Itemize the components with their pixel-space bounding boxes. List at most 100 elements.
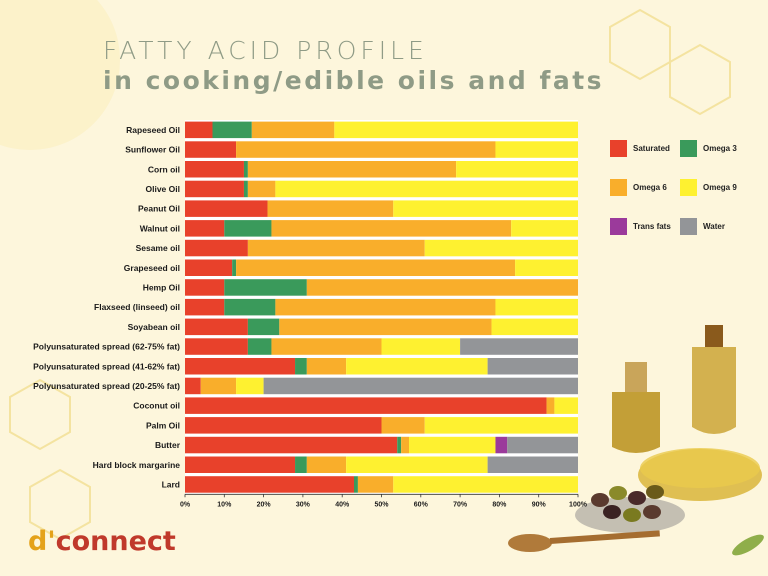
- bar-segment-saturated: [185, 200, 268, 217]
- brand-name: connect: [55, 526, 176, 557]
- bar-segment-omega-3: [224, 298, 276, 316]
- bar-segment-omega-6: [247, 161, 457, 178]
- x-tick-label: 80%: [492, 501, 507, 508]
- legend-label: Saturated: [633, 144, 670, 153]
- bar-segment-water: [487, 358, 578, 375]
- bar-segment-saturated: [185, 298, 225, 316]
- category-label: Sesame oil: [136, 243, 180, 253]
- bar-segment-omega-6: [306, 279, 578, 296]
- category-label: Grapeseed oil: [124, 263, 180, 273]
- category-label: Peanut Oil: [138, 204, 180, 214]
- bar-segment-omega-9: [495, 141, 578, 158]
- bar-segment-omega-6: [271, 338, 382, 355]
- legend-label: Omega 6: [633, 183, 667, 192]
- bar-segment-omega-9: [409, 436, 496, 454]
- legend-swatch: [610, 179, 627, 196]
- bar-segment-omega-6: [381, 417, 425, 434]
- bar-segment-saturated: [185, 259, 233, 276]
- x-tick-label: 70%: [453, 501, 468, 508]
- legend-item-trans-fats: Trans fats: [610, 218, 671, 235]
- bar-segment-omega-6: [200, 377, 237, 395]
- bar-segment-water: [507, 436, 578, 454]
- bar-segment-omega-3: [243, 161, 248, 178]
- bar-segment-omega-9: [393, 200, 578, 217]
- bar-segment-omega-9: [393, 476, 578, 493]
- bar-segment-omega-9: [346, 358, 488, 375]
- bar-segment-saturated: [185, 161, 244, 178]
- category-label: Corn oil: [148, 164, 180, 174]
- bar-segment-omega-9: [334, 121, 578, 139]
- legend-swatch: [610, 218, 627, 235]
- category-label: Olive Oil: [146, 184, 181, 194]
- bar-segment-water: [263, 377, 578, 395]
- brand-logo: d'connect: [28, 526, 176, 557]
- chart-title: FATTY ACID PROFILE: [103, 36, 428, 65]
- bar-segment-omega-9: [236, 377, 264, 395]
- bar-segment-omega-9: [515, 259, 578, 276]
- category-label: Flaxseed (linseed) oil: [94, 302, 180, 312]
- bar-segment-water: [460, 338, 578, 355]
- bar-segment-omega-6: [279, 318, 492, 336]
- bar-segment-omega-6: [247, 239, 425, 257]
- legend-item-omega-9: Omega 9: [680, 179, 737, 196]
- bar-segment-saturated: [185, 141, 237, 158]
- bar-segment-saturated: [185, 456, 296, 473]
- bar-segment-omega-3: [224, 279, 307, 296]
- category-label: Sunflower Oil: [125, 145, 180, 155]
- bar-segment-saturated: [185, 279, 225, 296]
- x-tick-label: 90%: [532, 501, 547, 508]
- bar-segment-omega-3: [212, 121, 252, 139]
- bar-segment-omega-9: [511, 220, 578, 237]
- bar-segment-omega-6: [251, 121, 335, 139]
- bar-segment-omega-9: [424, 417, 578, 434]
- bar-segment-omega-6: [236, 259, 516, 276]
- category-label: Lard: [162, 479, 180, 489]
- bar-segment-omega-9: [381, 338, 461, 355]
- bar-segment-omega-3: [232, 259, 237, 276]
- bar-segment-omega-6: [306, 456, 347, 473]
- legend-item-omega-3: Omega 3: [680, 140, 737, 157]
- chart-subtitle: in cooking/edible oils and fats: [103, 66, 605, 95]
- legend-swatch: [680, 140, 697, 157]
- x-tick-label: 20%: [257, 501, 272, 508]
- bar-segment-omega-3: [247, 318, 280, 336]
- bar-segment-omega-3: [295, 358, 307, 375]
- bar-segment-saturated: [185, 220, 225, 237]
- bar-segment-saturated: [185, 318, 248, 336]
- bar-segment-omega-6: [357, 476, 394, 493]
- bar-segment-saturated: [185, 239, 248, 257]
- bar-segment-saturated: [185, 417, 382, 434]
- brand-prefix: d': [28, 526, 56, 557]
- bar-segment-omega-9: [491, 318, 578, 336]
- legend-item-saturated: Saturated: [610, 140, 670, 157]
- bar-segment-omega-3: [243, 180, 248, 198]
- category-label: Polyunsaturated spread (62-75% fat): [33, 342, 180, 352]
- bar-segment-saturated: [185, 180, 244, 198]
- legend-swatch: [610, 140, 627, 157]
- x-tick-label: 30%: [296, 501, 311, 508]
- bar-segment-omega-6: [306, 358, 347, 375]
- x-tick-label: 60%: [414, 501, 429, 508]
- bar-segment-omega-9: [554, 397, 578, 414]
- category-label: Walnut oil: [140, 223, 180, 233]
- bar-segment-saturated: [185, 338, 248, 355]
- legend-item-water: Water: [680, 218, 725, 235]
- bar-segment-omega-6: [247, 180, 276, 198]
- legend-item-omega-6: Omega 6: [610, 179, 667, 196]
- bar-segment-omega-9: [495, 298, 578, 316]
- legend-swatch: [680, 179, 697, 196]
- bar-segment-water: [487, 456, 578, 473]
- category-label: Palm Oil: [146, 420, 180, 430]
- x-tick-label: 50%: [374, 501, 389, 508]
- bar-segment-omega-9: [346, 456, 488, 473]
- legend-label: Omega 9: [703, 183, 737, 192]
- bar-segment-omega-3: [295, 456, 307, 473]
- bar-segment-saturated: [185, 358, 296, 375]
- bar-segment-omega-6: [546, 397, 555, 414]
- bar-segment-trans-fats: [495, 436, 508, 454]
- bar-segment-omega-3: [247, 338, 272, 355]
- bar-segment-omega-6: [271, 220, 512, 237]
- bar-segment-omega-6: [275, 298, 496, 316]
- x-tick-label: 0%: [180, 501, 191, 508]
